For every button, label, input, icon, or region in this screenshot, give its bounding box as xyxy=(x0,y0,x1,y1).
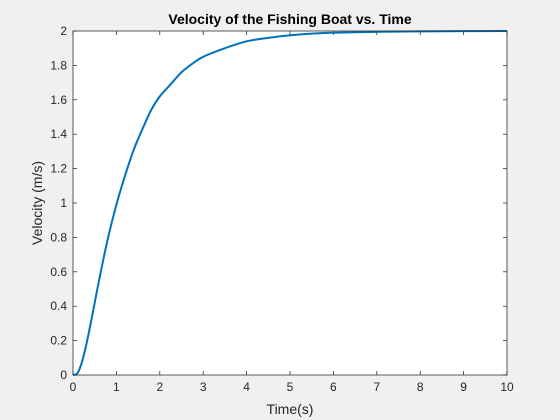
y-tick-labels: 0 0.2 0.4 0.6 0.8 1 1.2 1.4 1.6 1.8 2 xyxy=(50,24,67,382)
velocity-series-line xyxy=(72,30,508,376)
y-tick-label: 0 xyxy=(60,368,67,382)
plot-frame xyxy=(72,30,508,376)
y-tick-label: 1.4 xyxy=(50,127,67,141)
y-tick-label: 0.4 xyxy=(50,299,67,313)
x-axis-title: Time(s) xyxy=(267,401,314,417)
y-axis-title: Velocity (m/s) xyxy=(29,161,45,245)
x-tick-label: 10 xyxy=(500,380,514,394)
x-tick-label: 3 xyxy=(200,380,207,394)
x-tick-label: 6 xyxy=(330,380,337,394)
x-tick-label: 1 xyxy=(113,380,120,394)
plot-area xyxy=(73,31,507,375)
y-tick-label: 0.8 xyxy=(50,230,67,244)
y-tick-label: 1.8 xyxy=(50,58,67,72)
y-tick-label: 1.6 xyxy=(50,93,67,107)
x-tick-label: 8 xyxy=(417,380,424,394)
x-tick-label: 7 xyxy=(373,380,380,394)
chart-title: Velocity of the Fishing Boat vs. Time xyxy=(168,11,411,27)
x-tick-label: 2 xyxy=(156,380,163,394)
x-tick-label: 4 xyxy=(243,380,250,394)
y-tick-label: 1.2 xyxy=(50,162,67,176)
x-tick-labels: 0 1 2 3 4 5 6 7 8 9 10 xyxy=(70,380,514,394)
y-tick-label: 1 xyxy=(60,196,67,210)
y-tick-label: 2 xyxy=(60,24,67,38)
x-tick-label: 5 xyxy=(287,380,294,394)
y-tick-label: 0.6 xyxy=(50,265,67,279)
x-tick-label: 9 xyxy=(460,380,467,394)
y-tick-label: 0.2 xyxy=(50,334,67,348)
series-group xyxy=(72,30,508,376)
x-tick-label: 0 xyxy=(70,380,77,394)
